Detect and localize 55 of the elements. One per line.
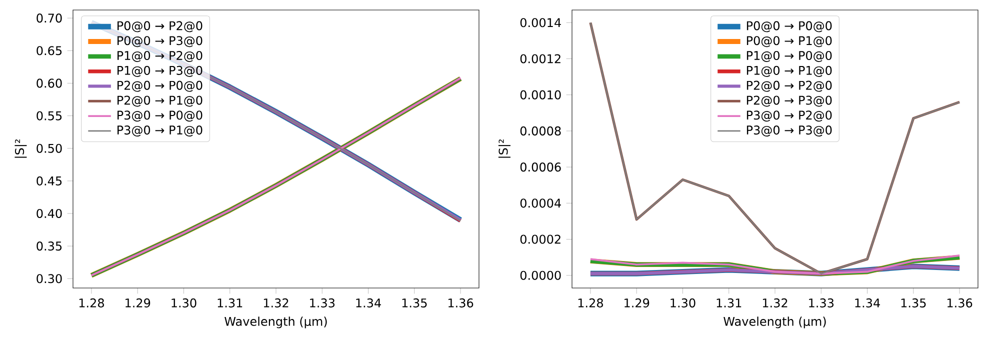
legend-label: P3@0 → P3@0 bbox=[746, 126, 832, 137]
legend-label: P0@0 → P3@0 bbox=[118, 36, 202, 48]
x-tick-label: 1.31 bbox=[716, 298, 742, 308]
y-tick-label: 0.30 bbox=[36, 274, 62, 284]
y-tick-label: 0.0012 bbox=[520, 54, 560, 64]
x-tick-label: 1.30 bbox=[670, 298, 696, 308]
y-tick-label: 0.70 bbox=[36, 14, 62, 23]
x-tick-label: 1.36 bbox=[448, 298, 474, 308]
x-tick-label: 1.31 bbox=[218, 298, 242, 308]
legend-label: P3@0 → P0@0 bbox=[118, 110, 202, 122]
y-tick-label: 0.35 bbox=[36, 242, 62, 251]
x-tick-label: 1.32 bbox=[762, 298, 788, 308]
legend-label: P3@0 → P1@0 bbox=[118, 126, 202, 137]
y-tick-label: 0.0002 bbox=[520, 234, 560, 244]
legend-label: P1@0 → P1@0 bbox=[746, 66, 832, 77]
x-axis-title: Wavelength (µm) bbox=[224, 316, 327, 328]
y-axis-title: |S|² bbox=[14, 139, 27, 158]
legend-label: P2@0 → P0@0 bbox=[118, 80, 202, 92]
legend-label: P2@0 → P1@0 bbox=[118, 96, 202, 107]
legend-label: P0@0 → P2@0 bbox=[118, 21, 202, 32]
y-tick-label: 0.0014 bbox=[520, 18, 561, 28]
y-tick-label: 0.0006 bbox=[520, 162, 561, 172]
x-tick-label: 1.30 bbox=[172, 298, 196, 308]
y-tick-label: 0.0000 bbox=[520, 270, 561, 280]
legend-label: P1@0 → P0@0 bbox=[746, 50, 832, 62]
y-tick-label: 0.55 bbox=[36, 111, 62, 120]
y-axis-title: |S|² bbox=[498, 139, 510, 158]
legend-label: P2@0 → P2@0 bbox=[746, 80, 832, 92]
x-axis-title: Wavelength (µm) bbox=[724, 316, 826, 328]
x-tick-label: 1.36 bbox=[947, 298, 972, 308]
y-tick-label: 0.45 bbox=[36, 176, 62, 186]
y-tick-label: 0.0010 bbox=[520, 90, 561, 100]
x-tick-label: 1.28 bbox=[578, 298, 603, 308]
x-tick-label: 1.35 bbox=[901, 298, 926, 308]
x-tick-label: 1.32 bbox=[264, 298, 288, 308]
legend-label: P1@0 → P3@0 bbox=[118, 66, 202, 77]
x-tick-label: 1.33 bbox=[310, 298, 335, 308]
y-tick-label: 0.50 bbox=[36, 144, 62, 153]
legend-label: P2@0 → P3@0 bbox=[746, 96, 832, 107]
y-tick-label: 0.60 bbox=[36, 78, 62, 88]
y-tick-label: 0.0004 bbox=[520, 198, 561, 208]
y-tick-label: 0.65 bbox=[36, 46, 62, 56]
x-tick-label: 1.34 bbox=[855, 298, 880, 308]
y-tick-label: 0.0008 bbox=[520, 126, 561, 136]
legend-label: P0@0 → P1@0 bbox=[746, 36, 832, 48]
x-tick-label: 1.29 bbox=[624, 298, 650, 308]
x-tick-label: 1.29 bbox=[126, 298, 150, 308]
x-tick-label: 1.34 bbox=[356, 298, 381, 308]
x-tick-label: 1.35 bbox=[402, 298, 427, 308]
legend-label: P0@0 → P0@0 bbox=[746, 21, 832, 32]
y-tick-label: 0.40 bbox=[36, 208, 62, 218]
legend-label: P3@0 → P2@0 bbox=[746, 110, 832, 122]
x-tick-label: 1.28 bbox=[79, 298, 104, 308]
x-tick-label: 1.33 bbox=[809, 298, 834, 308]
legend-label: P1@0 → P2@0 bbox=[118, 50, 202, 62]
